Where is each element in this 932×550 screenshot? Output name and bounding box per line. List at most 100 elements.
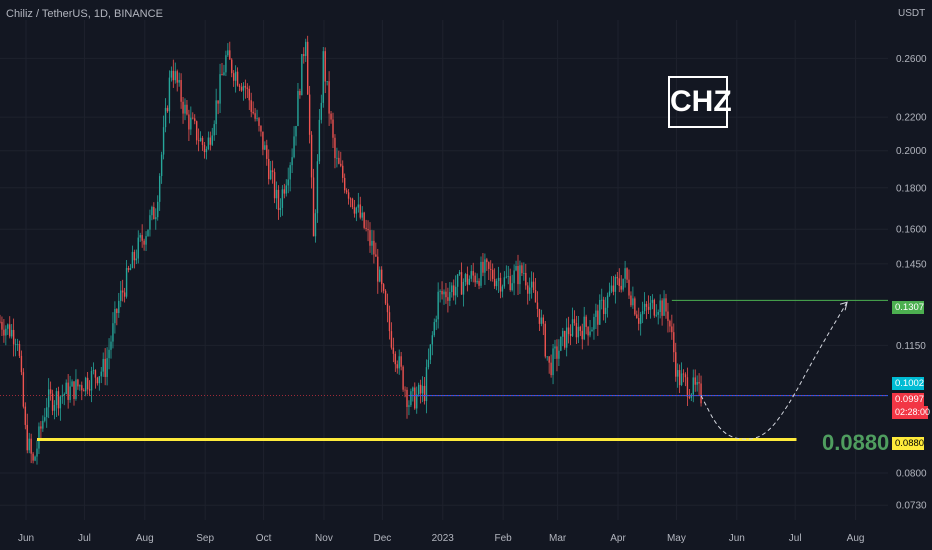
candle-body	[129, 268, 132, 270]
candle-body	[164, 107, 167, 128]
candle-body	[26, 424, 28, 451]
candle-body	[244, 85, 247, 88]
candle-body	[3, 329, 5, 336]
last-price-tag: 0.0997	[892, 393, 924, 406]
chart-title: Chiliz / TetherUS, 1D, BINANCE	[6, 8, 163, 20]
candle-body	[67, 382, 69, 400]
candle-body	[377, 256, 379, 282]
candle-body	[503, 277, 506, 287]
candle-body	[170, 70, 173, 78]
candle-body	[425, 367, 428, 402]
candle-body	[326, 81, 328, 83]
candle-body	[301, 54, 303, 96]
candlesticks	[0, 35, 702, 465]
candle-body	[160, 154, 163, 177]
candle-body	[275, 189, 278, 199]
candle-body	[225, 55, 227, 73]
candle-body	[176, 71, 178, 83]
candle-body	[262, 131, 264, 150]
candle-body	[678, 370, 681, 386]
candle-body	[618, 278, 620, 286]
candle-body	[271, 170, 274, 173]
candle-body	[162, 127, 165, 155]
candle-body	[36, 448, 38, 457]
candle-body	[227, 50, 229, 56]
candle-body	[174, 71, 176, 81]
candle-body	[242, 85, 245, 91]
candle-body	[675, 352, 677, 377]
candle-body	[32, 453, 34, 461]
candle-body	[474, 275, 476, 283]
candle-body	[49, 389, 52, 394]
candle-body	[195, 121, 198, 141]
candle-body	[277, 189, 280, 210]
candle-body	[560, 336, 562, 351]
candle-body	[12, 329, 15, 345]
candle-body	[240, 87, 243, 91]
candle-body	[34, 456, 36, 461]
candle-body	[612, 285, 615, 292]
candle-body	[178, 80, 180, 83]
candle-body	[213, 124, 215, 136]
candle-body	[207, 137, 210, 149]
candle-body	[546, 356, 548, 358]
candle-body	[127, 267, 130, 270]
candle-body	[490, 268, 492, 270]
candle-body	[143, 240, 145, 245]
candle-body	[205, 148, 208, 153]
candle-body	[384, 290, 387, 304]
candle-body	[595, 310, 597, 317]
candle-body	[562, 330, 564, 337]
candle-body	[661, 300, 663, 316]
candle-body	[528, 287, 531, 294]
candle-body	[353, 207, 356, 214]
candle-body	[416, 394, 418, 409]
candle-body	[373, 240, 375, 255]
candle-body	[84, 377, 87, 392]
candle-body	[342, 165, 344, 178]
candle-body	[515, 265, 517, 271]
candle-body	[423, 385, 426, 402]
candle-body	[61, 395, 64, 397]
candle-body	[86, 377, 89, 390]
candle-body	[340, 163, 342, 166]
candle-body	[382, 284, 385, 291]
candle-body	[100, 371, 102, 377]
x-tick-label: Jun	[18, 533, 34, 544]
candle-body	[680, 373, 683, 386]
candle-body	[20, 355, 23, 373]
candle-body	[641, 311, 644, 315]
x-tick-label: Dec	[373, 533, 391, 544]
candle-body	[567, 327, 570, 335]
candle-body	[147, 229, 149, 237]
candle-body	[684, 374, 687, 378]
candle-body	[449, 292, 451, 301]
candle-body	[538, 308, 541, 324]
candle-body	[419, 384, 422, 394]
candle-body	[577, 326, 580, 338]
x-tick-label: Apr	[610, 533, 626, 544]
candle-body	[369, 230, 371, 246]
candle-body	[579, 326, 582, 331]
candle-body	[232, 73, 235, 81]
candle-body	[258, 118, 260, 126]
candle-body	[320, 102, 323, 120]
candle-body	[158, 176, 161, 202]
candle-body	[412, 387, 414, 392]
x-tick-label: Feb	[494, 533, 512, 544]
candle-body	[65, 382, 67, 394]
candle-body	[98, 376, 101, 384]
candle-body	[367, 228, 369, 231]
candle-body	[269, 170, 272, 180]
candle-body	[462, 281, 465, 295]
candle-body	[484, 259, 486, 273]
candle-body	[355, 207, 358, 214]
candle-body	[349, 198, 352, 200]
candle-body	[157, 201, 159, 218]
candle-body	[394, 353, 397, 365]
candle-body	[651, 299, 654, 303]
candle-body	[268, 158, 270, 180]
x-tick-label: Jul	[78, 533, 91, 544]
candle-body	[380, 269, 383, 285]
